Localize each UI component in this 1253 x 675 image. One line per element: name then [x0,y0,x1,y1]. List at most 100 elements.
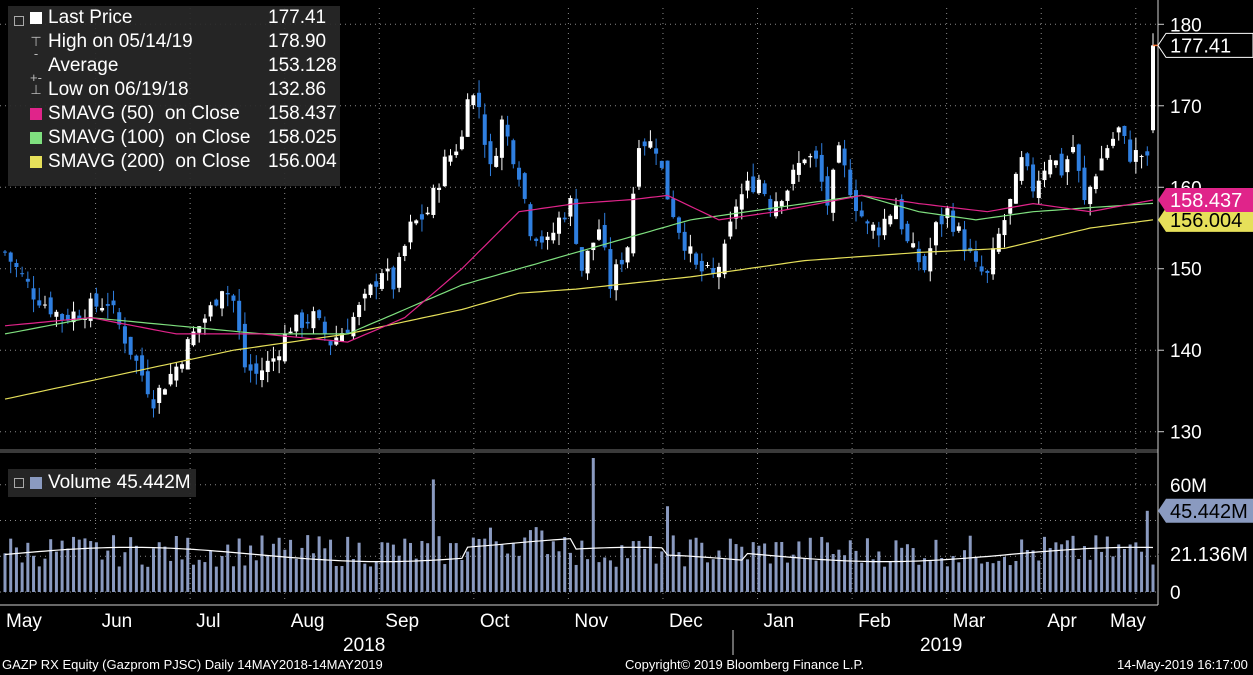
volume-bar [300,547,304,592]
x-month-label: Aug [291,611,325,632]
volume-bar [934,539,938,592]
candle-down [3,251,7,253]
candle-up [402,245,407,257]
candle-down [814,150,819,159]
volume-bar [820,536,824,592]
volume-bar [391,544,395,592]
volume-toggle-icon[interactable] [14,478,24,488]
last-price-tag: 177.41 [1157,32,1253,58]
candle-up [1008,198,1013,214]
volume-bar [1048,548,1052,592]
candle-up [1116,127,1121,133]
candle-down [1025,153,1030,167]
volume-bar [180,559,184,592]
candle-up [785,190,790,201]
volume-bar [66,548,70,592]
volume-bar [917,564,921,592]
volume-bar [271,543,275,592]
volume-bar [723,558,727,592]
candle-down [979,266,984,272]
volume-bar [940,558,944,592]
candle-down [522,173,527,199]
candle-down [682,231,687,251]
candle-down [14,263,19,267]
sma200-tag-text: 156.004 [1170,210,1242,232]
candle-down [608,249,613,289]
volume-bar [1094,535,1098,592]
candle-up [1133,150,1138,162]
candle-up [728,221,733,237]
volume-bar [191,564,195,592]
x-month-label: Dec [669,611,703,632]
candle-down [134,355,139,361]
volume-bar [814,560,818,592]
volume-bar [1054,542,1058,592]
candle-up [408,221,413,243]
candle-down [31,288,36,300]
candle-down [1128,139,1133,162]
candle-down [916,248,921,263]
x-month-label: Oct [480,611,510,632]
volume-bar [620,545,624,592]
candle-down [77,315,82,319]
candle-down [562,217,567,220]
volume-bar [831,554,835,592]
candle-down [48,297,53,315]
volume-bar [197,559,201,592]
candle-up [1042,170,1047,181]
low-marker-icon: ⊥ [30,82,42,97]
volume-bar [643,548,647,592]
candle-up [779,201,784,207]
volume-bar [871,559,875,592]
volume-bar [112,535,116,592]
candle-down [762,183,767,195]
volume-bar [351,559,355,592]
candle-up [614,264,619,291]
volume-bar [323,548,327,592]
volume-bar [140,564,144,592]
candle-up [202,318,207,323]
candle-up [636,148,641,187]
volume-bar [597,562,601,592]
x-month-label: Nov [574,611,608,632]
x-month-label: May [6,611,42,632]
x-month-label: Mar [953,611,986,632]
candle-down [985,270,990,273]
volume-bar [706,562,710,592]
legend-toggle-icon[interactable] [14,16,24,26]
volume-bar [608,560,612,592]
volume-bar [43,558,47,592]
candle-down [317,310,322,319]
volume-bar [237,538,241,592]
candle-up [385,268,390,272]
candle-down [876,227,881,236]
candle-down [1082,167,1087,201]
candle-up [756,179,761,193]
candle-down [842,148,847,166]
volume-bar [129,537,133,592]
candle-up [157,387,162,403]
candle-up [277,356,282,361]
footer-timestamp: 14-May-2019 16:17:00 [1117,657,1248,672]
volume-bar [174,536,178,592]
last-price-tag-shape [1157,32,1253,58]
volume-bar [77,539,81,592]
candle-up [1048,159,1053,175]
volume-bar [329,539,333,592]
candle-down [482,114,487,145]
volume-bar [894,540,898,592]
candle-up [585,250,590,274]
legend-high: ⊤ High on 05/14/19 178.90 [8,30,340,54]
y-tick-label: 170 [1170,97,1202,118]
candle-up [100,307,105,311]
volume-bar [94,542,98,592]
candle-up [168,373,173,385]
candle-up [871,224,876,231]
candle-down [391,267,396,290]
volume-bar [911,548,915,592]
candle-down [1031,164,1036,192]
legend-label: Average [48,55,119,76]
volume-bar [957,562,961,592]
candle-up [591,242,596,251]
candle-up [648,141,653,148]
